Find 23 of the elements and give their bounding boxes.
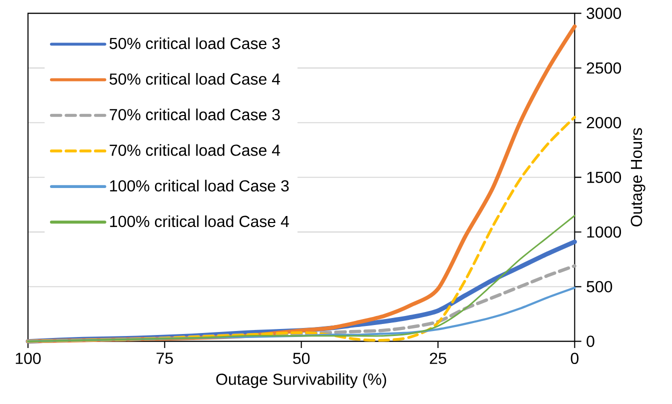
x-axis-title: Outage Survivability (%): [216, 373, 386, 388]
line-series: [26, 264, 576, 344]
y-tick-label: 2000: [586, 117, 622, 128]
legend-label: 50% critical load Case 3: [110, 37, 280, 50]
y-tick-label: 2500: [586, 62, 622, 74]
legend-label: 100% critical load Case 3: [110, 180, 289, 192]
y-axis-title: Outage Hours: [630, 128, 646, 226]
x-tick-label: 75: [156, 352, 173, 364]
x-tick-label: 50: [293, 352, 310, 364]
legend-label: 50% critical load Case 4: [110, 72, 280, 85]
legend-label: 100% critical load Case 4: [110, 215, 289, 228]
legend-label: 70% critical load Case 3: [110, 108, 280, 120]
y-tick-label: 1000: [587, 226, 622, 238]
line-series: [26, 286, 576, 342]
y-tick-label: 1500: [587, 172, 622, 183]
line-series: [27, 214, 576, 342]
y-tick-label: 500: [586, 281, 612, 292]
legend-label: 70% critical load Case 4: [110, 144, 280, 156]
x-tick-label: 100: [16, 352, 41, 364]
y-tick-label: 3000: [586, 8, 622, 19]
y-tick-label: 0: [586, 336, 594, 347]
x-tick-label: 0: [570, 352, 578, 364]
x-tick-label: 25: [430, 352, 446, 364]
